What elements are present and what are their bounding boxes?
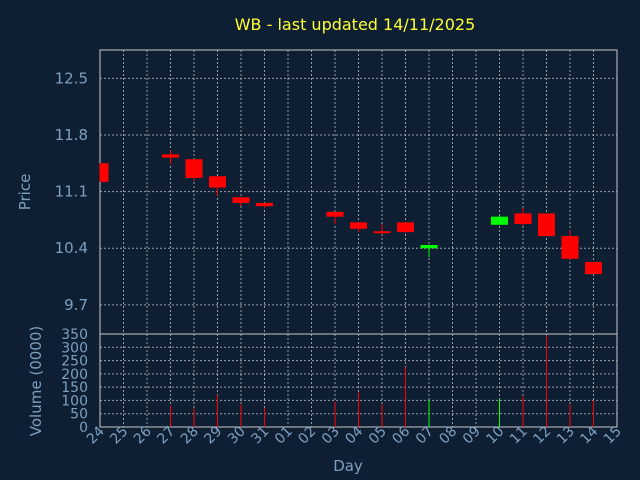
x-axis-ticks: 24 25 26 27 28 29 30 31 01 02 03 04 05 06 07 08 09 10 11 12…: [84, 423, 625, 447]
candle-body: [185, 159, 203, 178]
price-tick-label: 9.7: [64, 296, 88, 314]
candle: [162, 150, 179, 165]
candles: [99, 150, 602, 275]
candle: [397, 222, 414, 233]
candle: [256, 202, 273, 209]
candle-body: [373, 231, 391, 234]
volume-tick-label: 0: [79, 420, 88, 436]
candle: [326, 211, 344, 224]
candle: [232, 197, 250, 207]
candle: [420, 244, 438, 258]
candle: [185, 159, 203, 182]
price-y-ticks: 12.5 11.8 11.1 10.4 9.7: [55, 69, 88, 314]
candle: [538, 213, 555, 237]
candle-body: [491, 216, 508, 225]
candle-body: [256, 202, 273, 207]
candle: [99, 163, 109, 182]
volume-tick-label: 200: [61, 367, 88, 383]
volume-tick-label: 300: [61, 340, 88, 356]
x-axis-label: Day: [333, 457, 363, 475]
candle-body: [232, 197, 250, 203]
volume-tick-label: 100: [61, 393, 88, 409]
candle-body: [538, 213, 555, 237]
candle-body: [514, 213, 532, 224]
candle-body: [397, 222, 414, 233]
candle: [491, 215, 508, 225]
price-tick-label: 12.5: [55, 69, 88, 87]
volume-tick-label: 350: [61, 327, 88, 343]
volume-bars: [170, 335, 594, 427]
price-tick-label: 11.1: [55, 183, 88, 201]
volume-axis-label: Volume (0000): [27, 326, 45, 436]
price-axis-label: Price: [16, 174, 34, 211]
candle-body: [209, 176, 226, 188]
candle-body: [350, 222, 367, 229]
candle: [585, 261, 602, 275]
candle-body: [326, 211, 344, 217]
candle: [561, 230, 579, 260]
candle-body: [420, 244, 438, 249]
candle: [350, 222, 367, 233]
price-panel: 12.5 11.8 11.1 10.4 9.7 Price: [16, 49, 618, 335]
candle-body: [100, 163, 109, 182]
volume-tick-label: 50: [70, 407, 88, 423]
candle-body: [585, 261, 602, 275]
candle-body: [162, 154, 179, 158]
candle: [514, 207, 532, 226]
price-tick-label: 10.4: [55, 239, 88, 257]
candle-body: [561, 236, 579, 259]
chart-title: WB - last updated 14/11/2025: [235, 15, 476, 34]
volume-tick-label: 250: [61, 354, 88, 370]
volume-tick-label: 150: [61, 380, 88, 396]
candle: [209, 176, 226, 196]
price-tick-label: 11.8: [55, 126, 88, 144]
candle: [373, 223, 391, 235]
price-grid: [100, 50, 617, 334]
